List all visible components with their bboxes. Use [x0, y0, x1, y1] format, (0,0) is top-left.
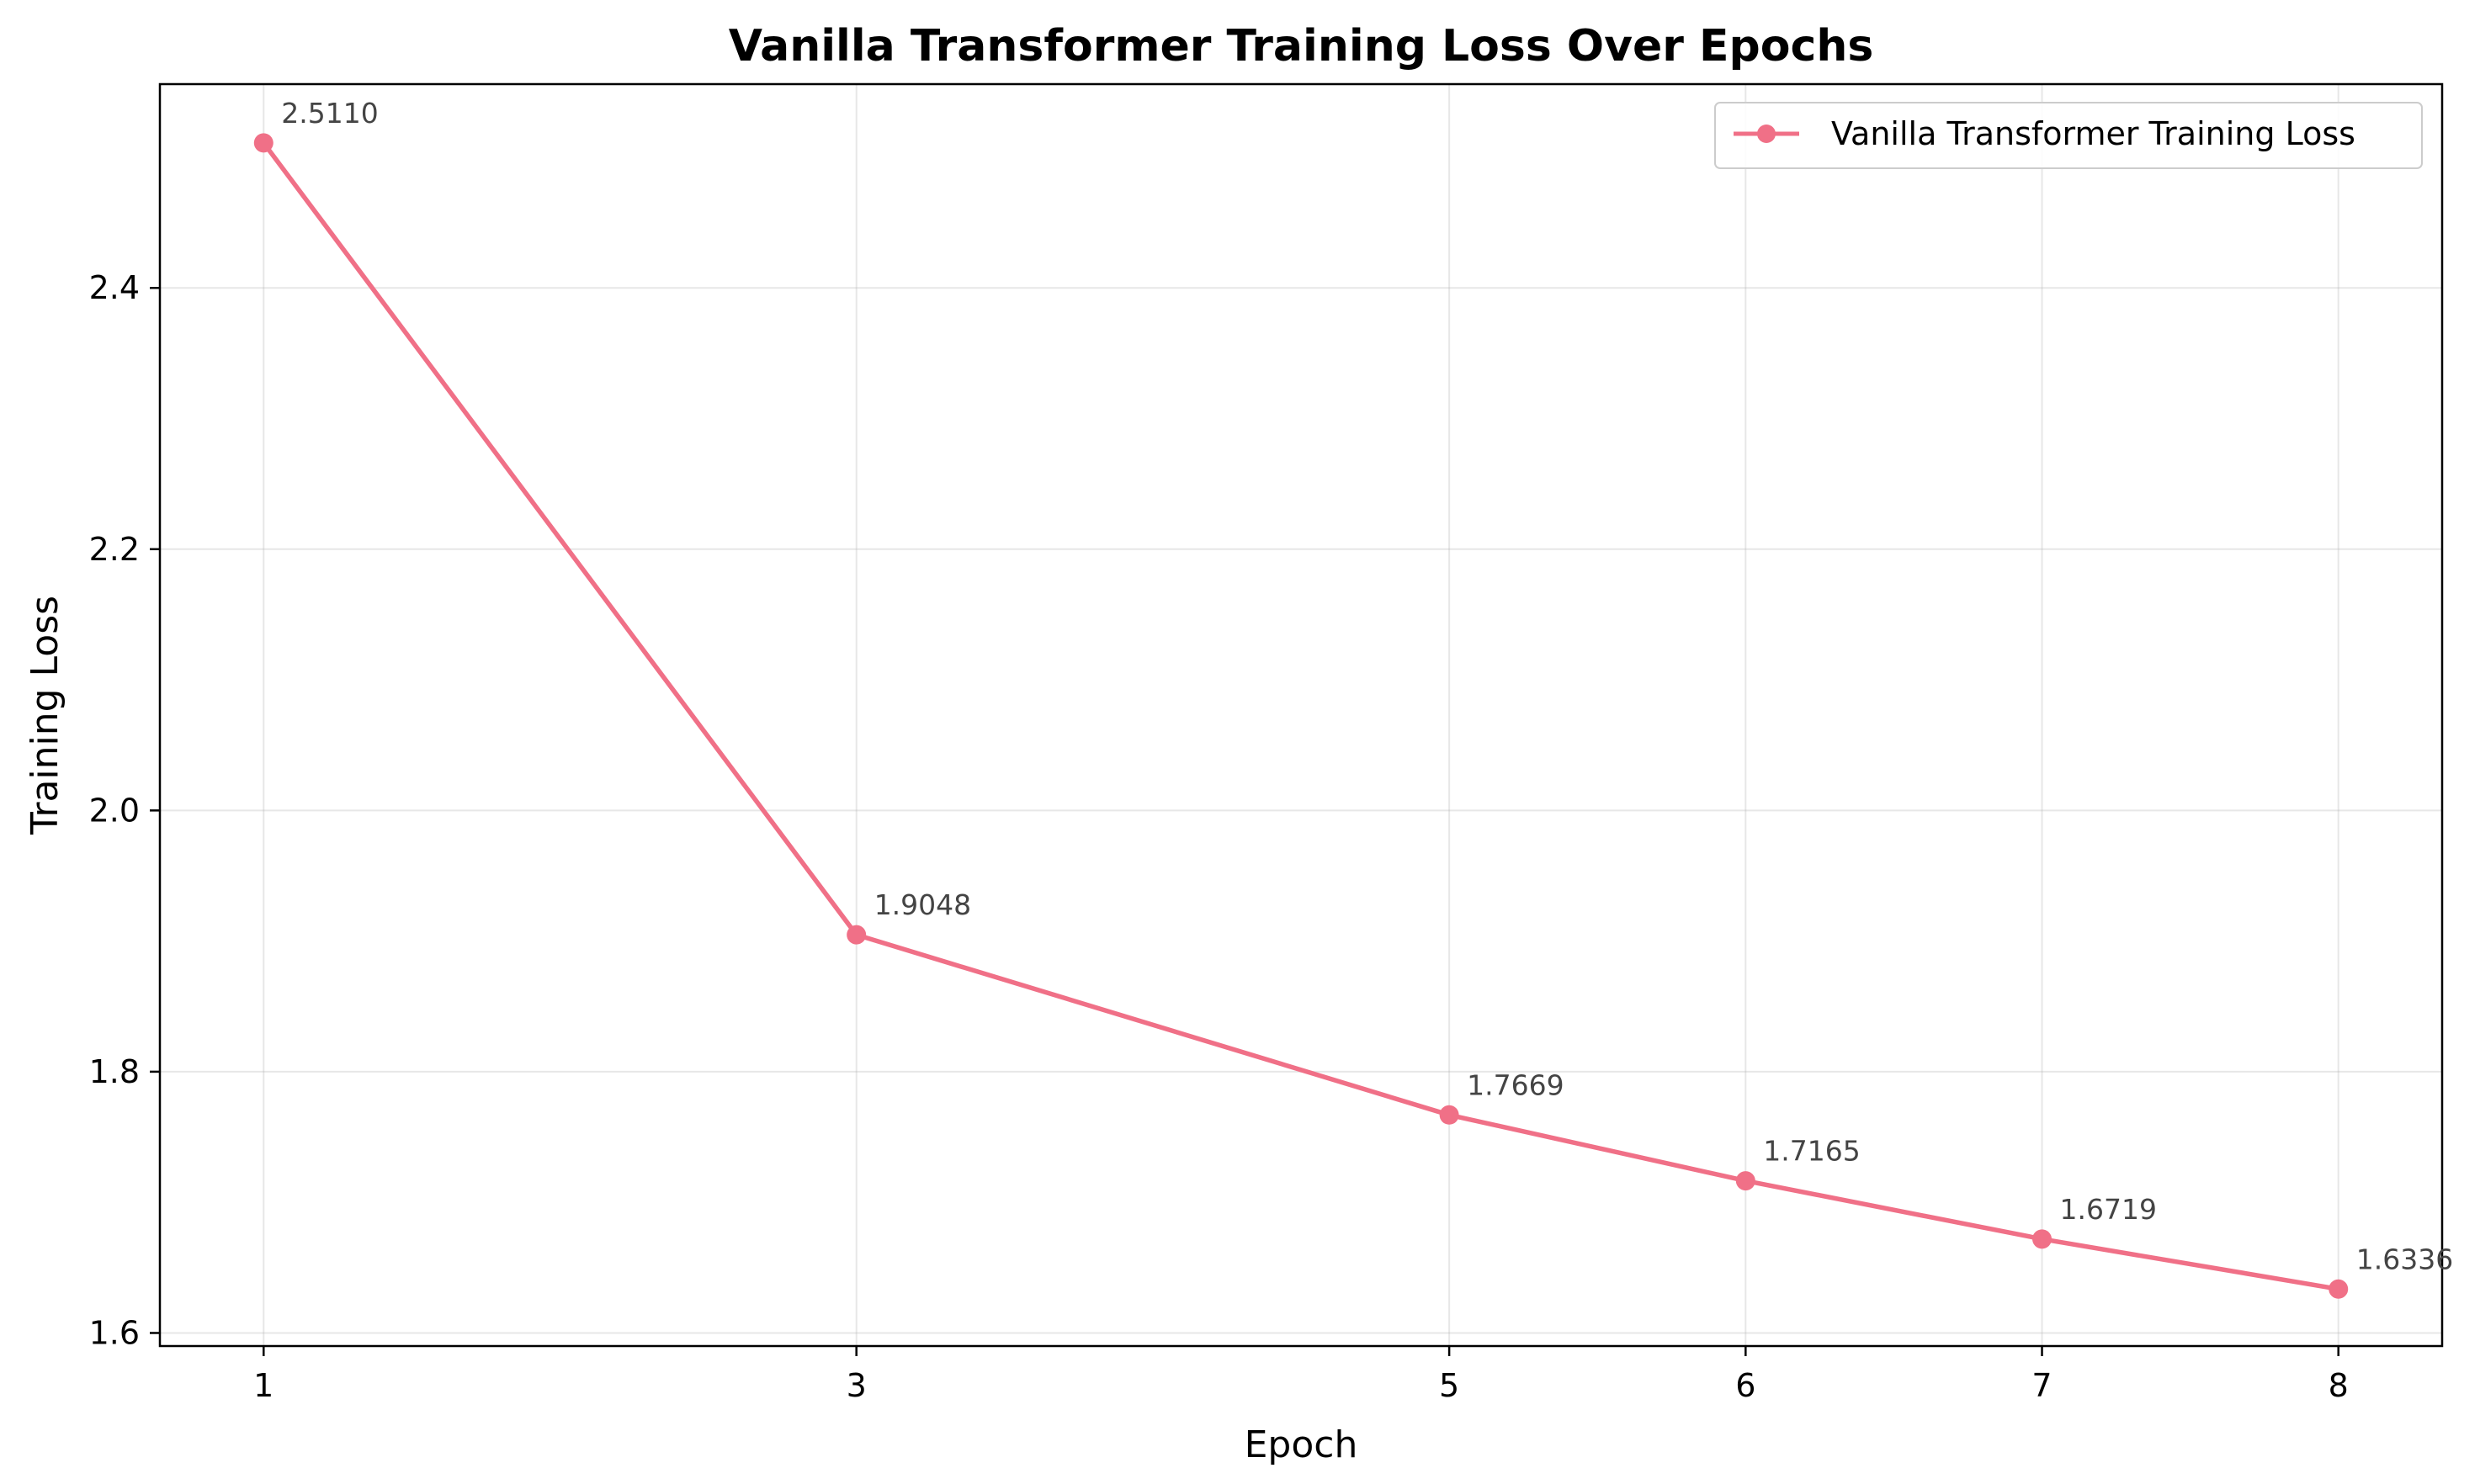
series-line [261, 140, 2341, 1292]
chart-title: Vanilla Transformer Training Loss Over E… [729, 21, 1874, 72]
y-tick-label: 2.2 [89, 531, 140, 568]
x-tick-label: 7 [2031, 1367, 2052, 1404]
data-point-marker [2329, 1279, 2349, 1299]
x-axis-ticks: 1 3 5 6 7 8 [253, 1346, 2349, 1404]
legend-entry-label: Vanilla Transformer Training Loss [1831, 115, 2355, 152]
data-point-marker [1735, 1171, 1755, 1191]
y-axis-ticks: 1.6 1.8 2.0 2.2 2.4 [89, 269, 160, 1351]
data-point-marker [2032, 1229, 2053, 1249]
data-value-label: 2.5110 [281, 97, 378, 130]
x-tick-label: 8 [2329, 1367, 2349, 1404]
x-tick-label: 6 [1735, 1367, 1755, 1404]
y-tick-label: 1.6 [89, 1314, 140, 1351]
y-tick-label: 1.8 [89, 1053, 140, 1090]
x-axis-label: Epoch [1245, 1423, 1358, 1466]
y-tick-label: 2.4 [89, 269, 140, 306]
data-value-label: 1.7669 [1467, 1068, 1564, 1101]
data-point-marker [253, 133, 273, 153]
grid-lines [160, 84, 2442, 1346]
plot-frame [158, 82, 2444, 1348]
data-labels: 2.5110 1.9048 1.7669 1.7165 1.6719 1.6336 [281, 97, 2453, 1275]
legend-marker-swatch [1757, 125, 1776, 143]
legend-box [1714, 102, 2423, 169]
y-axis-label: Training Loss [24, 596, 66, 835]
x-tick-label: 1 [253, 1367, 273, 1404]
data-value-label: 1.7165 [1763, 1135, 1860, 1168]
data-value-label: 1.6719 [2060, 1193, 2157, 1226]
legend: Vanilla Transformer Training Loss [1714, 102, 2423, 169]
series-layer [253, 133, 2349, 1299]
data-point-marker [847, 925, 867, 945]
data-value-label: 1.9048 [874, 888, 971, 921]
y-tick-label: 2.0 [89, 792, 140, 829]
data-value-label: 1.6336 [2356, 1243, 2453, 1275]
data-point-marker [1439, 1105, 1459, 1125]
x-tick-label: 3 [847, 1367, 867, 1404]
x-tick-label: 5 [1439, 1367, 1459, 1404]
